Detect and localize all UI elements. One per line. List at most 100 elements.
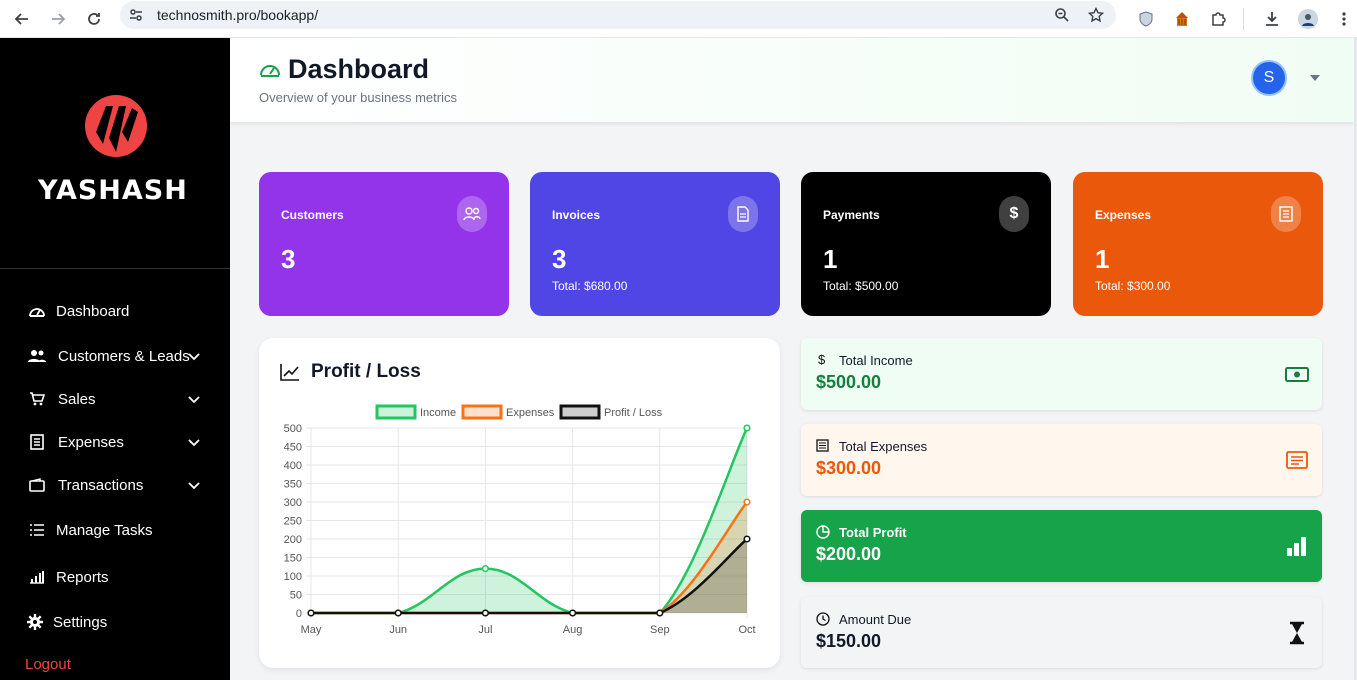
zoom-icon[interactable] [1052,5,1072,25]
line-chart-icon [280,363,300,381]
bookmark-star-icon[interactable] [1086,5,1106,25]
sidebar-item-label: Expenses [58,433,124,451]
invoices-card[interactable]: Invoices 3 Total: $680.00 [530,172,780,316]
stat-value: $200.00 [816,544,882,564]
data-point [307,609,315,617]
payments-card[interactable]: Payments 1 Total: $500.00 $ [801,172,1051,316]
browser-toolbar: technosmith.pro/bookapp/ [0,0,1357,38]
users-icon [28,347,46,365]
chevron-down-icon [186,348,202,364]
sidebar-item-label: Dashboard [56,302,130,320]
page-title: Dashboard [288,54,430,84]
bar-chart-icon [1285,534,1309,558]
y-tick-label: 350 [284,479,302,491]
reload-icon[interactable] [84,9,104,29]
cart-icon [28,390,46,408]
total-income-card: $ Total Income $500.00 [801,338,1322,410]
chevron-down-icon [186,391,202,407]
speedometer-icon [28,302,46,320]
sidebar-item-transactions[interactable]: Transactions [0,470,230,500]
wallet-icon [28,476,46,494]
series-area [311,502,747,613]
x-tick-label: Sep [650,624,670,636]
y-tick-label: 150 [284,553,302,565]
data-point [743,498,751,506]
series-area [311,428,747,613]
sidebar-item-reports[interactable]: Reports [0,562,230,592]
sidebar-item-label: Settings [53,613,108,631]
sidebar-item-expenses[interactable]: Expenses [0,427,230,457]
card-title: Invoices [552,208,601,222]
pie-chart-icon [816,525,830,539]
dashboard-gauge-icon [259,60,281,78]
sidebar-item-label: Reports [56,568,109,586]
card-value: 3 [552,244,567,274]
list-receipt-icon [1285,448,1309,472]
card-subtext: Total: $680.00 [552,279,628,293]
shield-extension-icon[interactable] [1136,9,1156,29]
legend-label: Income [420,407,456,419]
panel-title: Profit / Loss [311,361,421,382]
download-icon[interactable] [1262,9,1282,29]
expenses-card[interactable]: Expenses 1 Total: $300.00 [1073,172,1323,316]
series-line [310,538,748,615]
x-tick-label: Jul [478,624,492,636]
receipt-icon [816,439,830,453]
sidebar-item-dashboard[interactable]: Dashboard [0,296,230,326]
sidebar-item-sales[interactable]: Sales [0,384,230,414]
list-icon [28,521,46,539]
customers-card[interactable]: Customers 3 [259,172,509,316]
site-settings-icon[interactable] [126,5,146,25]
people-icon [457,196,487,232]
amount-due-card: Amount Due $150.00 [801,597,1322,668]
x-tick-label: Aug [563,624,583,636]
receipt-icon [28,433,46,451]
dollar-sign-icon: $ [818,352,826,367]
stat-label: Amount Due [839,612,912,627]
card-subtext: Total: $300.00 [1095,279,1171,293]
user-menu-caret-icon[interactable] [1310,75,1320,81]
url-text: technosmith.pro/bookapp/ [157,7,319,23]
page-scrollbar[interactable] [1354,38,1357,680]
address-bar[interactable]: technosmith.pro/bookapp/ [120,1,1116,29]
legend-swatch [375,404,417,420]
data-point [481,609,489,617]
profile-avatar-icon[interactable] [1298,9,1318,29]
sidebar-item-label: Sales [58,390,96,408]
kebab-menu-icon[interactable] [1334,9,1354,29]
document-icon [728,196,758,232]
extensions-puzzle-icon[interactable] [1208,9,1228,29]
sidebar: YASHASH Dashboard Customers & Leads Sale… [0,38,230,680]
sidebar-item-manage-tasks[interactable]: Manage Tasks [0,515,230,545]
page-header: Dashboard Overview of your business metr… [230,38,1354,122]
y-tick-label: 250 [284,516,302,528]
page-subtitle: Overview of your business metrics [259,90,457,105]
sidebar-item-settings[interactable]: Settings [0,607,230,637]
series-area [311,539,747,613]
y-tick-label: 450 [284,442,302,454]
hourglass-icon [1285,621,1309,645]
x-tick-label: Oct [738,624,755,636]
logout-link[interactable]: Logout [25,656,71,673]
legend-label: Expenses [506,407,555,419]
chevron-down-icon [186,477,202,493]
y-tick-label: 100 [284,571,302,583]
forward-arrow-icon[interactable] [48,9,68,29]
y-tick-label: 500 [284,423,302,435]
temple-extension-icon[interactable] [1172,9,1192,29]
card-title: Expenses [1095,208,1152,222]
dollar-icon: $ [999,196,1029,232]
legend-swatch [559,404,601,420]
stat-label: Total Expenses [839,439,928,454]
sidebar-item-customers-leads[interactable]: Customers & Leads [0,341,230,371]
stat-value: $300.00 [816,458,882,478]
back-arrow-icon[interactable] [12,9,32,29]
user-avatar[interactable]: S [1251,60,1287,96]
total-expenses-card: Total Expenses $300.00 [801,424,1322,496]
data-point [569,609,577,617]
clock-icon [816,612,830,626]
chevron-down-icon [186,434,202,450]
card-subtext: Total: $500.00 [823,279,899,293]
brand-wordmark: YASHASH [38,175,188,206]
